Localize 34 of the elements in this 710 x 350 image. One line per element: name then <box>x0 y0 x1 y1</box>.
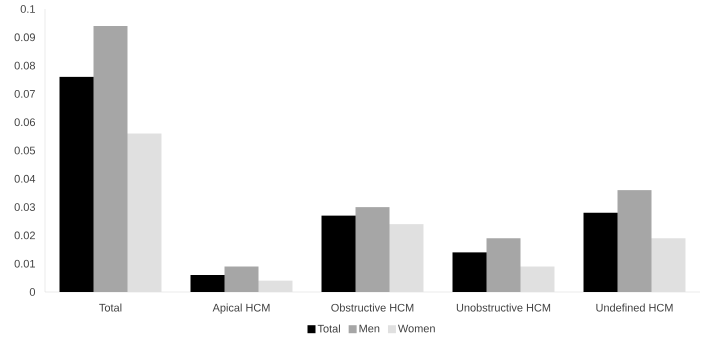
y-tick-label: 0.01 <box>14 260 35 268</box>
bar <box>390 224 424 292</box>
bar <box>652 238 686 292</box>
y-tick-label: 0.05 <box>14 146 36 154</box>
bar <box>452 252 487 292</box>
y-tick-label: 0.1 <box>20 5 35 13</box>
bar <box>618 190 652 292</box>
y-tick-label: 0.09 <box>14 33 35 42</box>
bar <box>190 275 225 292</box>
bar <box>224 266 259 292</box>
y-tick-label: 0.04 <box>14 174 36 183</box>
bar <box>486 238 521 292</box>
legend-label: Total <box>318 324 340 333</box>
x-tick-label: Unobstructive HCM <box>456 304 550 312</box>
bar <box>584 212 618 292</box>
x-tick-label: Undefined HCM <box>596 304 673 312</box>
y-tick-label: 0.02 <box>14 232 35 240</box>
x-tick-label: Total <box>99 304 122 312</box>
x-tick-label: Apical HCM <box>212 304 270 314</box>
y-tick-label: 0.03 <box>14 203 35 211</box>
legend-label: Women <box>398 324 435 332</box>
x-tick-label: Obstructive HCM <box>331 304 414 312</box>
bar <box>520 266 555 292</box>
bar <box>94 26 128 292</box>
legend-label: Men <box>360 324 380 332</box>
bar <box>128 134 162 292</box>
bar <box>322 216 356 292</box>
bar <box>258 280 293 292</box>
y-tick-label: 0.07 <box>14 90 35 98</box>
bar <box>356 207 390 292</box>
y-tick-label: 0.08 <box>14 62 35 70</box>
y-tick-label: 0 <box>30 288 36 296</box>
y-tick-label: 0.06 <box>14 118 35 126</box>
bar <box>60 76 94 292</box>
